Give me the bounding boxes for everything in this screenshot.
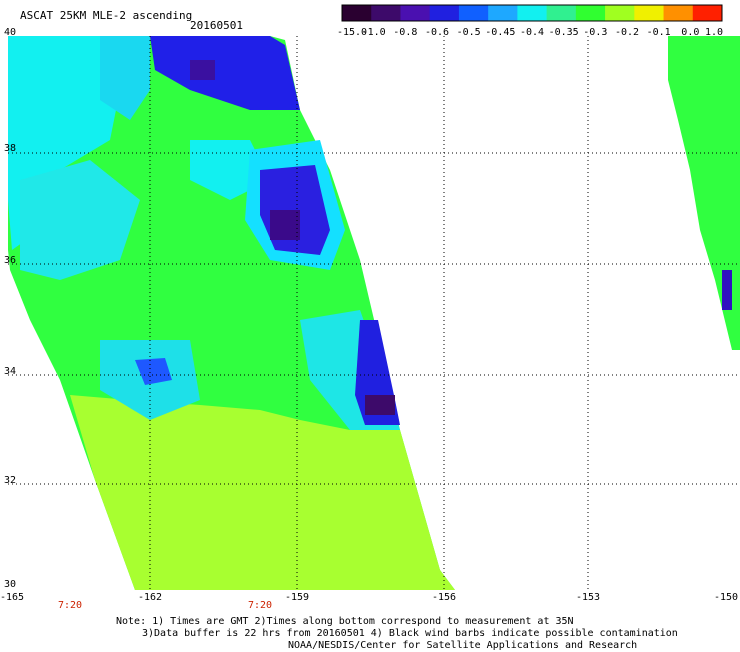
- cyan-region-w: [20, 160, 140, 280]
- footer-note-2: 3)Data buffer is 22 hrs from 20160501 4)…: [142, 628, 678, 639]
- colorbar-swatch: [517, 5, 548, 21]
- colorbar-swatch: [575, 5, 606, 21]
- swath-west-lower: [70, 395, 455, 590]
- footer-credit: NOAA/NESDIS/Center for Satellite Applica…: [288, 640, 638, 651]
- purple-cell: [190, 60, 215, 80]
- colorbar-swatch: [400, 5, 431, 21]
- time-label: 7:20: [57, 600, 83, 611]
- purple-cell: [365, 395, 395, 415]
- lon-label-153: -153: [575, 592, 601, 603]
- colorbar-swatch: [429, 5, 460, 21]
- lat-label-32: 32: [4, 475, 17, 486]
- colorbar-swatch: [488, 5, 518, 21]
- lon-label-165: -165: [0, 592, 25, 603]
- purple-cell: [722, 270, 732, 310]
- lat-label-36: 36: [4, 255, 17, 266]
- colorbar-label: -0.5: [456, 27, 481, 38]
- colorbar-label: -15.0: [336, 27, 368, 38]
- cyan-region-n: [100, 36, 150, 120]
- lat-label-30: 30: [4, 579, 17, 590]
- lon-label-150: -150: [713, 592, 739, 603]
- colorbar-label: -1.0: [361, 27, 386, 38]
- footer-note-1: Note: 1) Times are GMT 2)Times along bot…: [116, 616, 574, 627]
- lon-label-159: -159: [284, 592, 310, 603]
- colorbar-label: -0.8: [393, 27, 418, 38]
- colorbar-label: -0.35: [548, 27, 579, 38]
- purple-cell: [270, 210, 300, 240]
- colorbar-label: -0.45: [485, 27, 516, 38]
- colorbar-label: 0.0: [681, 27, 700, 38]
- colorbar-swatch: [605, 5, 635, 21]
- map-title: ASCAT 25KM MLE-2 ascending: [20, 9, 193, 22]
- colorbar-border: [341, 4, 723, 22]
- lat-label-38: 38: [4, 143, 17, 154]
- colorbar-label: -0.1: [646, 27, 671, 38]
- colorbar-swatch: [342, 5, 372, 21]
- colorbar-swatch: [371, 5, 401, 21]
- colorbar-label: -0.4: [519, 27, 545, 38]
- blue-spot-sw: [135, 358, 172, 385]
- lat-label-34: 34: [4, 366, 17, 377]
- colorbar-swatch: [458, 5, 489, 21]
- blue-core-n: [150, 36, 300, 110]
- colorbar-label: -0.3: [583, 27, 608, 38]
- colorbar: [341, 4, 723, 22]
- colorbar-swatch: [692, 5, 723, 21]
- colorbar-swatch: [663, 5, 694, 21]
- map-date: 20160501: [190, 19, 243, 32]
- lon-label-156: -156: [431, 592, 457, 603]
- colorbar-label: -0.6: [424, 27, 450, 38]
- graticule: [8, 36, 740, 590]
- colorbar-swatch: [634, 5, 665, 21]
- time-label: 7:20: [247, 600, 273, 611]
- colorbar-label: -0.2: [614, 27, 640, 38]
- colorbar-swatch: [546, 5, 577, 21]
- colorbar-label: 1.0: [704, 27, 724, 38]
- lon-label-162: -162: [137, 592, 163, 603]
- lat-label-40: 40: [4, 27, 17, 38]
